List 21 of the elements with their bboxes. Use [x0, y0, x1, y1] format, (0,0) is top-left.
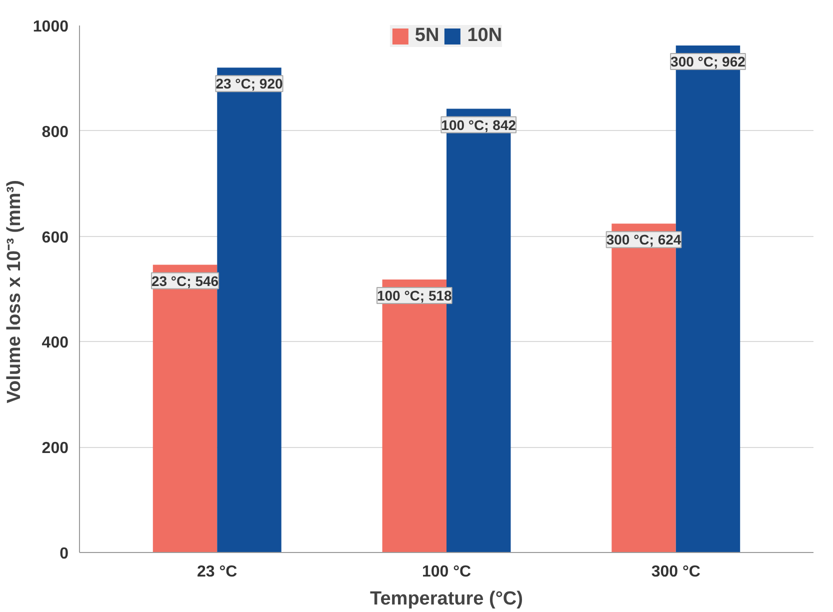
y-axis-title: Volume loss x 10⁻³ (mm³)	[4, 180, 25, 404]
legend-label: 10N	[467, 25, 502, 47]
data-label: 300 °C; 624	[606, 232, 682, 248]
y-tick-label: 200	[42, 440, 69, 458]
y-tick-label: 400	[42, 334, 69, 352]
data-label: 300 °C; 962	[670, 54, 746, 70]
data-label: 23 °C; 920	[216, 76, 283, 92]
data-label: 100 °C; 518	[376, 288, 452, 304]
bar	[217, 68, 282, 552]
x-axis-title: Temperature (°C)	[370, 588, 523, 610]
x-tick-label: 100 °C	[422, 564, 472, 580]
bar	[152, 264, 218, 552]
legend-label: 5N	[414, 25, 440, 47]
y-tick-label: 1000	[32, 18, 69, 36]
data-label: 23 °C; 546	[151, 272, 219, 289]
data-label: 100 °C; 842	[441, 116, 516, 133]
x-tick-label: 300 °C	[651, 564, 701, 580]
y-tick-label: 0	[60, 546, 69, 562]
y-tick-label: 800	[42, 124, 69, 141]
x-tick-label: 23 °C	[197, 564, 238, 580]
y-tick-label: 600	[42, 229, 69, 246]
